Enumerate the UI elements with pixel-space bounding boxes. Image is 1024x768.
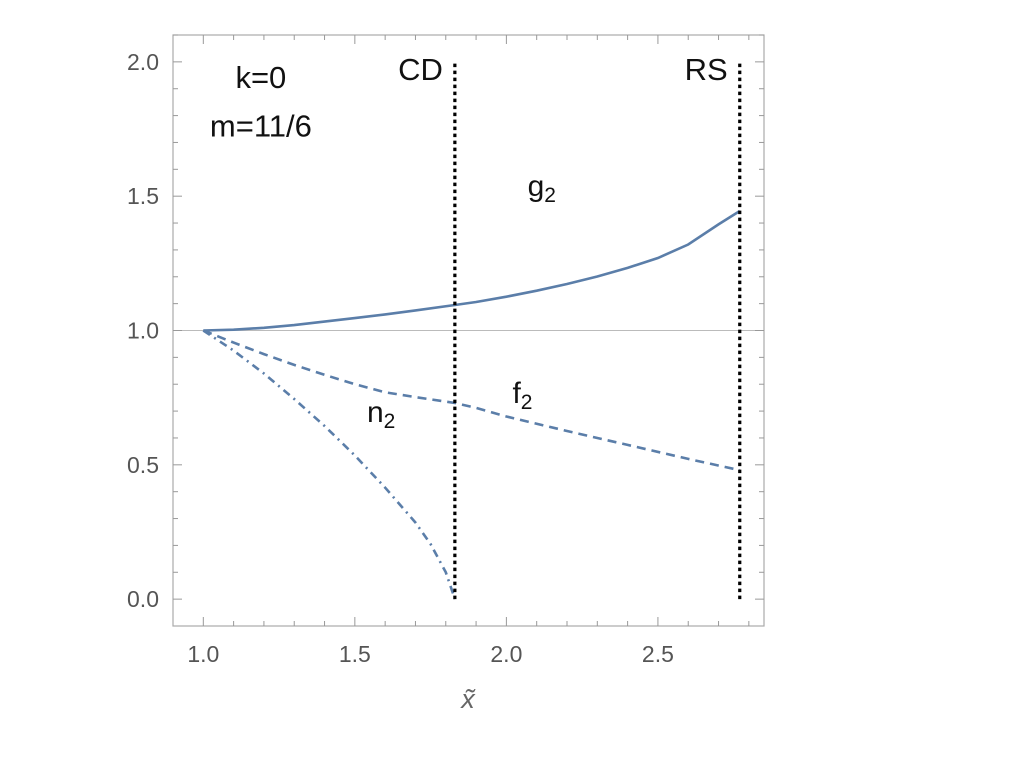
x-tick-label: 2.0 [490,641,522,667]
series-subscript: 2 [521,391,533,414]
x-tick-label: 1.5 [339,641,371,667]
x-tick-label: 2.5 [642,641,674,667]
parameter-annotation-1: m=11/6 [210,108,312,143]
series-line-g2 [203,209,741,332]
y-tick-label: 1.0 [127,318,159,344]
vertical-line-label-rs: RS [685,52,728,87]
series-line-n2 [202,329,457,600]
chart-labels: 1.0 1.5 2.0 2.5 0.0 0.5 1.0 1.5 2.0 g2 f2 n2 CD RS k=0… [127,49,728,667]
y-tick-label: 2.0 [127,49,159,75]
plot-area [172,34,765,627]
y-tick-label: 1.5 [127,183,159,209]
series-subscript: 2 [544,184,556,207]
series-label-g2: g2 [528,170,556,207]
y-tick-label: 0.0 [127,586,159,612]
vertical-line-label-cd: CD [398,52,443,87]
axis-ticks [173,34,764,626]
x-tick-label: 1.0 [187,641,219,667]
y-tick-label: 0.5 [127,452,159,478]
parameter-annotation-0: k=0 [235,60,286,95]
x-axis-title: x̃ [459,684,476,714]
series-label-f2: f2 [512,377,532,414]
series-subscript: 2 [384,410,396,433]
series-line-f2 [202,329,741,472]
series-label-n2: n2 [367,396,395,433]
